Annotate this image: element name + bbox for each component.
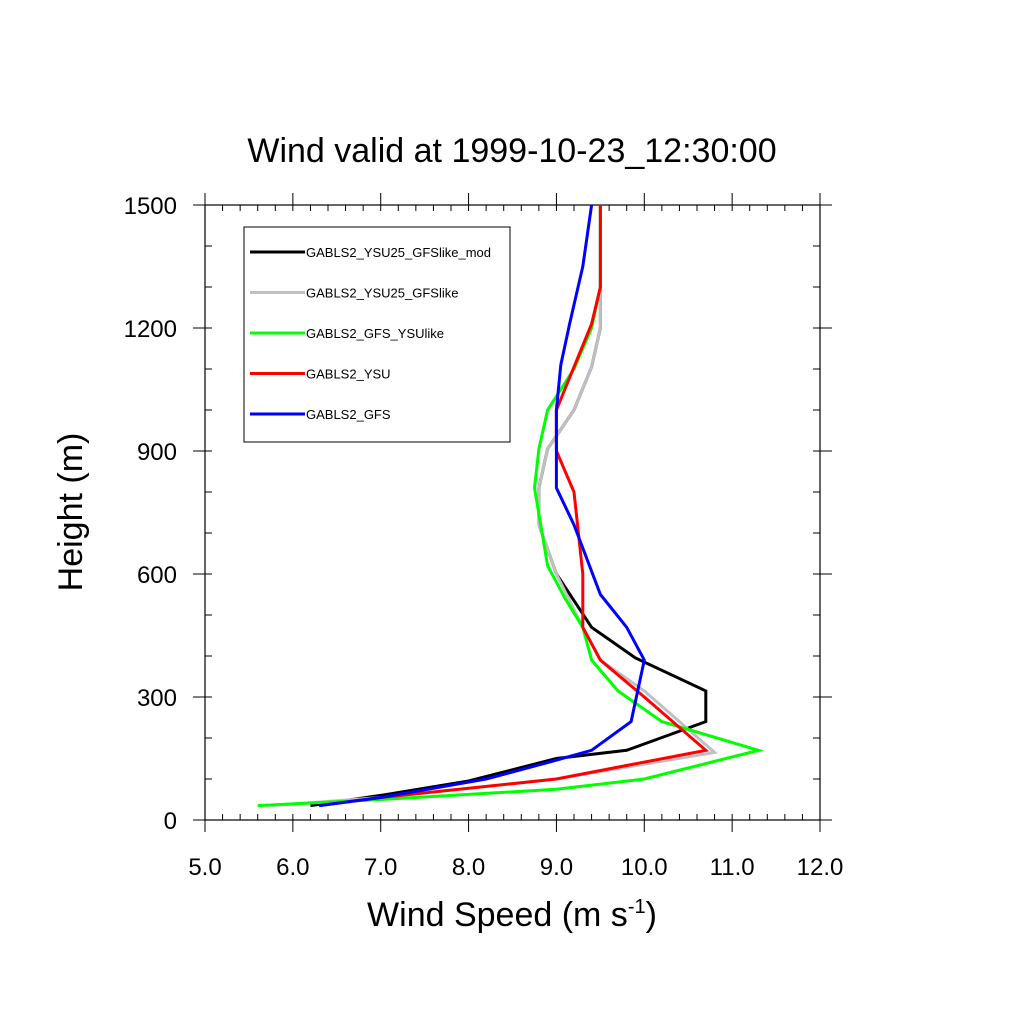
- legend-box: [243, 226, 511, 443]
- y-axis-ticks: [193, 204, 832, 821]
- plot-area: [193, 193, 832, 832]
- series-line-gabls2-gfs-ysulike: [257, 205, 765, 808]
- x-axis-label-close: ): [646, 896, 657, 934]
- x-tick-label: 9.0: [540, 854, 573, 881]
- legend-label: GABLS2_GFS_YSUlike: [306, 326, 444, 341]
- x-tick-label: 10.0: [621, 854, 668, 881]
- x-tick-label: 5.0: [188, 854, 221, 881]
- x-tick-label: 11.0: [710, 854, 755, 881]
- x-axis-label: Wind Speed (m s-1): [367, 896, 657, 934]
- legend-items: GABLS2_YSU25_GFSlike_mod GABLS2_YSU25_GFS…: [250, 245, 491, 422]
- x-axis-label-superscript: -1: [628, 896, 646, 918]
- series-line-gabls2-ysu: [319, 205, 710, 808]
- y-tick-label: 600: [137, 562, 177, 589]
- legend: GABLS2_YSU25_GFSlike_mod GABLS2_YSU25_GFS…: [243, 226, 511, 443]
- legend-label: GABLS2_YSU25_GFSlike_mod: [306, 245, 491, 260]
- legend-label: GABLS2_GFS: [306, 407, 391, 422]
- x-tick-label: 6.0: [276, 854, 309, 881]
- x-tick-label: 12.0: [797, 854, 844, 881]
- x-tick-label: 7.0: [364, 854, 397, 881]
- y-axis-label: Height (m): [52, 433, 90, 592]
- y-tick-label: 300: [137, 685, 177, 712]
- series-lines: [257, 204, 765, 808]
- series-line-gabls2-gfs: [319, 204, 646, 808]
- x-axis-ticks: [204, 193, 821, 832]
- chart-title: Wind valid at 1999-10-23_12:30:00: [247, 132, 776, 170]
- plot-frame: [204, 204, 821, 821]
- x-axis-tick-labels: 5.0 6.0 7.0 8.0 9.0 10.0 11.0 12.0: [188, 854, 843, 881]
- series-line-gabls2-ysu25-gfslike: [270, 205, 718, 808]
- x-tick-label: 8.0: [452, 854, 485, 881]
- y-tick-label: 1200: [124, 316, 177, 343]
- y-tick-label: 1500: [124, 193, 177, 220]
- legend-label: GABLS2_YSU: [306, 367, 391, 382]
- legend-label: GABLS2_YSU25_GFSlike: [306, 286, 458, 301]
- y-tick-label: 0: [164, 808, 177, 835]
- x-axis-label-main: Wind Speed (m s: [367, 896, 628, 934]
- y-tick-label: 900: [137, 439, 177, 466]
- y-axis-tick-labels: 0 300 600 900 1200 1500: [124, 193, 177, 835]
